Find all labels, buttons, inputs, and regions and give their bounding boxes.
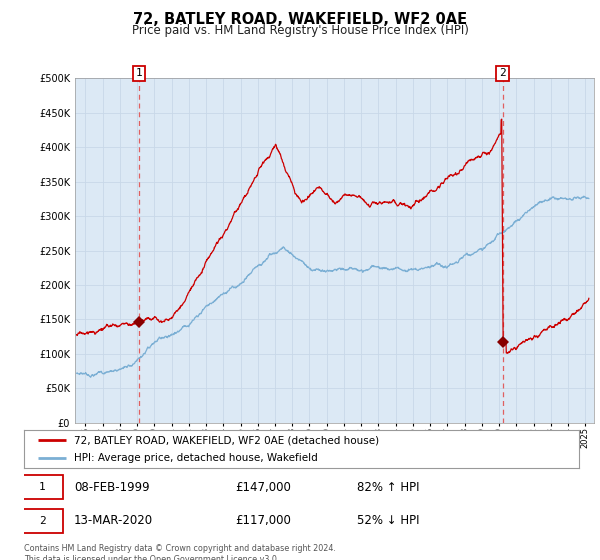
Text: 72, BATLEY ROAD, WAKEFIELD, WF2 0AE: 72, BATLEY ROAD, WAKEFIELD, WF2 0AE: [133, 12, 467, 27]
Text: 72, BATLEY ROAD, WAKEFIELD, WF2 0AE (detached house): 72, BATLEY ROAD, WAKEFIELD, WF2 0AE (det…: [74, 435, 379, 445]
Text: 82% ↑ HPI: 82% ↑ HPI: [357, 480, 419, 494]
Text: 2: 2: [499, 68, 506, 78]
FancyBboxPatch shape: [21, 475, 63, 499]
Text: 2: 2: [38, 516, 46, 526]
FancyBboxPatch shape: [21, 509, 63, 533]
Text: 1: 1: [38, 482, 46, 492]
Text: £117,000: £117,000: [235, 514, 291, 528]
Text: HPI: Average price, detached house, Wakefield: HPI: Average price, detached house, Wake…: [74, 453, 318, 463]
Text: Price paid vs. HM Land Registry's House Price Index (HPI): Price paid vs. HM Land Registry's House …: [131, 24, 469, 36]
Text: 08-FEB-1999: 08-FEB-1999: [74, 480, 149, 494]
Text: £147,000: £147,000: [235, 480, 291, 494]
Text: 13-MAR-2020: 13-MAR-2020: [74, 514, 153, 528]
Text: 1: 1: [136, 68, 142, 78]
Text: Contains HM Land Registry data © Crown copyright and database right 2024.
This d: Contains HM Land Registry data © Crown c…: [24, 544, 336, 560]
Text: 52% ↓ HPI: 52% ↓ HPI: [357, 514, 419, 528]
